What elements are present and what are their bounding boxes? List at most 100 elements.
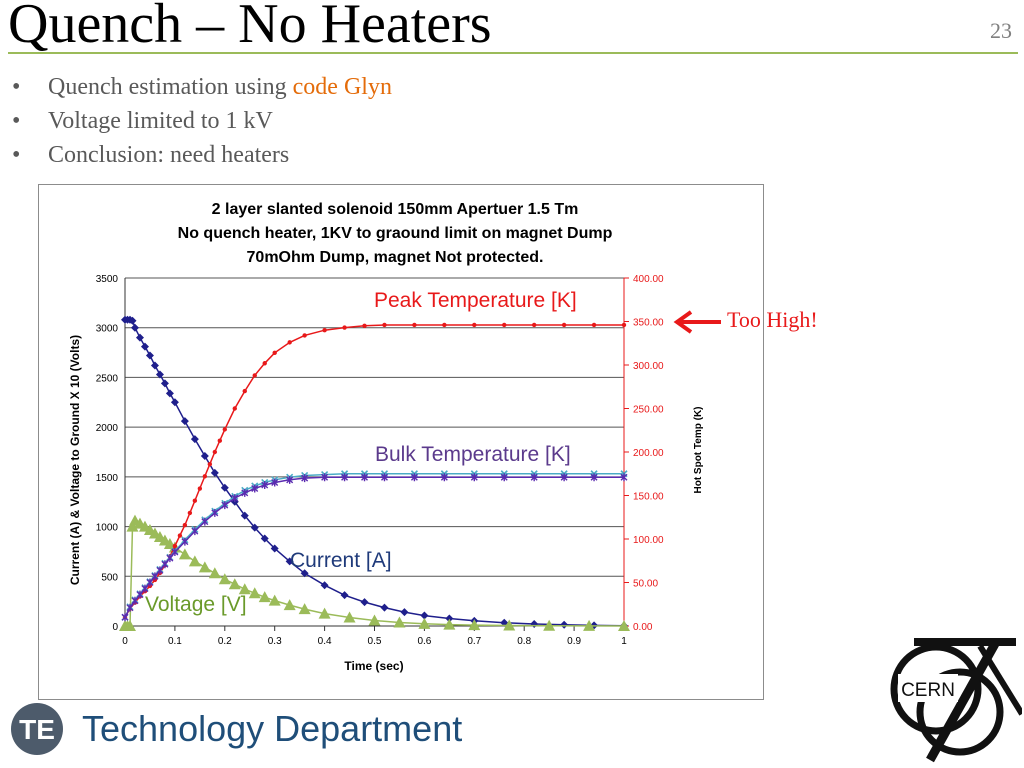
title-rule [8, 52, 1018, 54]
data-point-1 [583, 619, 596, 631]
data-point-0 [190, 435, 199, 444]
data-point-4 [590, 473, 598, 482]
series-layer [119, 315, 630, 631]
data-point-4 [286, 475, 294, 484]
chart-subtitle-1: No quench heater, 1KV to graound limit o… [178, 225, 613, 242]
data-point-2 [252, 373, 257, 378]
data-point-2 [172, 543, 178, 549]
data-point-0 [200, 451, 209, 460]
data-point-2 [217, 438, 223, 443]
grid [125, 277, 624, 627]
x-tick-label: 0.7 [467, 636, 481, 647]
data-point-0 [170, 398, 179, 407]
y-axis-left-label: Current (A) & Voltage to Ground X 10 (Vo… [68, 335, 82, 585]
data-point-4 [530, 473, 538, 482]
data-point-0 [160, 379, 169, 388]
data-point-0 [165, 389, 174, 398]
arrow-left-icon [673, 310, 721, 334]
data-point-2 [272, 350, 277, 356]
data-point-4 [166, 554, 174, 563]
data-point-0 [300, 569, 309, 578]
data-point-2 [262, 361, 267, 366]
data-point-4 [231, 494, 239, 503]
data-point-4 [560, 473, 568, 482]
data-point-1 [248, 587, 261, 599]
data-point-0 [250, 523, 259, 532]
data-point-4 [131, 596, 139, 605]
data-point-0 [420, 611, 429, 620]
y-right-tick-label: 300.00 [633, 361, 664, 372]
data-point-4 [181, 537, 189, 546]
data-point-1 [188, 555, 201, 567]
data-point-0 [270, 544, 279, 553]
data-point-2 [202, 474, 208, 479]
data-point-0 [155, 370, 164, 379]
data-point-1 [443, 618, 456, 630]
data-point-1 [238, 583, 251, 595]
data-point-2 [242, 388, 247, 394]
y-left-tick-label: 2500 [96, 373, 119, 384]
data-point-1 [343, 611, 356, 623]
y-right-tick-label: 250.00 [633, 405, 664, 416]
data-point-4 [221, 501, 229, 510]
data-point-0 [140, 342, 149, 351]
y-left-tick-label: 3000 [96, 324, 119, 335]
y-left-tick-label: 500 [101, 572, 118, 583]
y-right-tick-label: 50.00 [633, 579, 658, 590]
data-point-1 [298, 603, 311, 615]
data-point-1 [218, 573, 231, 585]
data-point-2 [212, 449, 218, 455]
x-tick-label: 0.9 [567, 636, 581, 647]
data-point-1 [468, 619, 481, 631]
data-point-0 [340, 591, 349, 600]
data-point-4 [171, 548, 179, 557]
bullet-highlight: code Glyn [292, 74, 392, 100]
data-point-2 [561, 322, 567, 328]
data-point-4 [146, 578, 154, 587]
data-point-2 [182, 522, 188, 528]
data-point-1 [418, 617, 431, 629]
x-tick-label: 0.2 [218, 636, 232, 647]
data-point-2 [177, 533, 183, 538]
data-point-1 [208, 567, 221, 579]
bullet-item: • Quench estimation using code Glyn [12, 74, 392, 100]
data-point-0 [400, 608, 409, 617]
data-point-4 [161, 560, 169, 569]
x-tick-label: 0.6 [417, 636, 431, 647]
data-point-2 [442, 322, 447, 328]
data-point-4 [271, 478, 279, 487]
data-point-1 [283, 599, 296, 611]
chart-title: 2 layer slanted solenoid 150mm Apertuer … [212, 201, 579, 218]
department-name: Technology Department [82, 708, 463, 749]
bullet-item: • Voltage limited to 1 kV [12, 108, 273, 134]
data-point-2 [412, 322, 417, 328]
y-right-tick-label: 200.00 [633, 448, 664, 459]
data-point-4 [361, 473, 369, 482]
y-left-tick-label: 1000 [96, 523, 119, 534]
data-point-2 [621, 322, 627, 328]
x-tick-label: 0 [122, 636, 128, 647]
current-annotation: Current [A] [290, 549, 392, 572]
data-point-2 [302, 333, 307, 338]
data-point-1 [126, 520, 139, 532]
page-number: 23 [990, 18, 1012, 43]
data-point-1 [228, 578, 241, 590]
data-point-0 [530, 620, 539, 629]
data-point-2 [207, 461, 213, 467]
y-left-tick-label: 1500 [96, 473, 119, 484]
y-right-tick-label: 0.00 [633, 622, 653, 633]
data-point-0 [560, 620, 569, 629]
data-point-0 [150, 361, 159, 370]
data-point-1 [543, 619, 556, 631]
data-point-2 [472, 322, 477, 328]
data-point-4 [211, 508, 219, 517]
data-point-0 [130, 323, 139, 332]
data-point-4 [141, 584, 149, 593]
x-tick-label: 0.5 [368, 636, 382, 647]
cern-logo-text: CERN [901, 680, 955, 701]
data-point-4 [500, 473, 508, 482]
peak-temp-annotation: Peak Temperature [K] [374, 289, 577, 312]
data-point-4 [136, 590, 144, 599]
data-point-4 [380, 473, 388, 482]
cern-logo-icon: CERN [890, 638, 1022, 763]
